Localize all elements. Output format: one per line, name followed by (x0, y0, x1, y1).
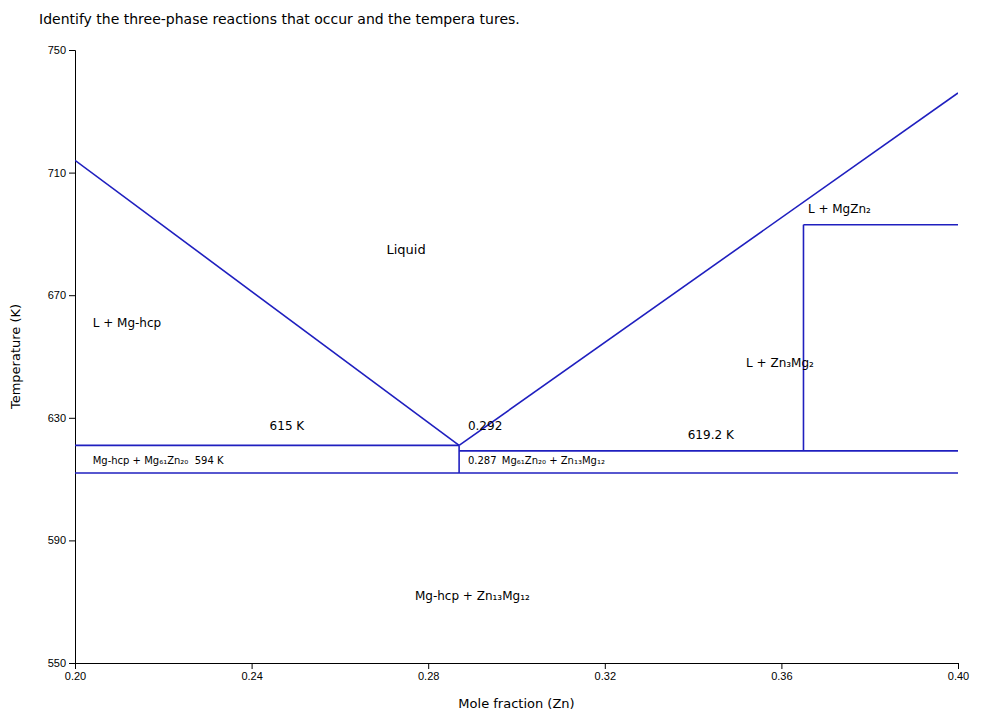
tick-label: 0.40 (948, 670, 969, 682)
chart: 0.20 0.24 0.28 0.32 0.36 0.40 550 590 630 670 710 7… (0, 0, 983, 723)
tick-label: 670 (48, 289, 66, 301)
tick-mark (69, 663, 75, 664)
phase-line (75, 445, 459, 447)
phase-line (458, 445, 460, 473)
tick-mark (781, 663, 782, 669)
phase-line (803, 225, 805, 451)
tick-mark (69, 173, 75, 174)
annotation: 0.287 (468, 455, 497, 466)
tick: 710 (48, 167, 75, 179)
tick-label: 0.28 (418, 670, 439, 682)
annotation: Mg-hcp + Mg₆₁Zn₂₀ 594 K (93, 455, 224, 466)
y-axis: 550 590 630 670 710 750 (48, 44, 76, 669)
axis-line (76, 664, 959, 670)
tick: 0.40 (948, 663, 969, 682)
tick-mark (69, 295, 75, 296)
tick: 750 (48, 44, 75, 56)
phase-line (75, 472, 958, 474)
tick: 0.24 (241, 663, 262, 682)
tick-label: 750 (48, 44, 66, 56)
tick-label: 710 (48, 167, 66, 179)
tick: 630 (48, 412, 75, 424)
tick-mark (252, 663, 253, 669)
lines (75, 93, 958, 473)
phase-line (459, 93, 958, 445)
annotation: Mg-hcp + Zn₁₃Mg₁₂ (415, 589, 530, 603)
annotation: L + MgZn₂ (808, 202, 871, 216)
phase-line (803, 224, 958, 226)
tick: 0.32 (595, 663, 616, 682)
tick: 0.28 (418, 663, 439, 682)
tick-label: 630 (48, 412, 66, 424)
annotation: Mg₆₁Zn₂₀ + Zn₁₃Mg₁₂ (502, 455, 605, 466)
tick-label: 0.36 (771, 670, 792, 682)
tick: 550 (48, 657, 75, 669)
y-axis-title: Temperature (K) (8, 304, 23, 410)
tick-mark (605, 663, 606, 669)
x-axis-title: Mole fraction (Zn) (458, 696, 574, 711)
tick: 590 (48, 534, 75, 546)
phase-line (75, 160, 459, 445)
tick-label: 0.32 (595, 670, 616, 682)
annotation: 619.2 K (688, 428, 735, 442)
tick-label: 0.24 (241, 670, 262, 682)
annotations: Liquid L + Mg-hcp L + MgZn₂ L + Zn₃Mg₂ 615 K… (93, 202, 871, 602)
axis-line (69, 51, 76, 664)
tick: 0.20 (65, 663, 86, 682)
tick-label: 550 (48, 657, 66, 669)
tick-mark (69, 418, 75, 419)
annotation: 615 K (270, 419, 306, 433)
tick: 670 (48, 289, 75, 301)
plot: 0.20 0.24 0.28 0.32 0.36 0.40 550 590 630 670 710 7… (48, 44, 970, 682)
x-axis: 0.20 0.24 0.28 0.32 0.36 0.40 (65, 663, 969, 682)
tick-mark (958, 663, 959, 669)
tick-mark (69, 50, 75, 51)
tick-mark (428, 663, 429, 669)
phase-line (459, 450, 958, 452)
annotation: L + Zn₃Mg₂ (746, 356, 814, 370)
tick-label: 590 (48, 534, 66, 546)
annotation: L + Mg-hcp (93, 316, 162, 330)
title: Identify the three-phase reactions that … (39, 11, 520, 27)
annotation: 0.292 (468, 419, 502, 433)
tick: 0.36 (771, 663, 792, 682)
tick-mark (69, 540, 75, 541)
tick-label: 0.20 (65, 670, 86, 682)
annotation: Liquid (387, 242, 426, 257)
